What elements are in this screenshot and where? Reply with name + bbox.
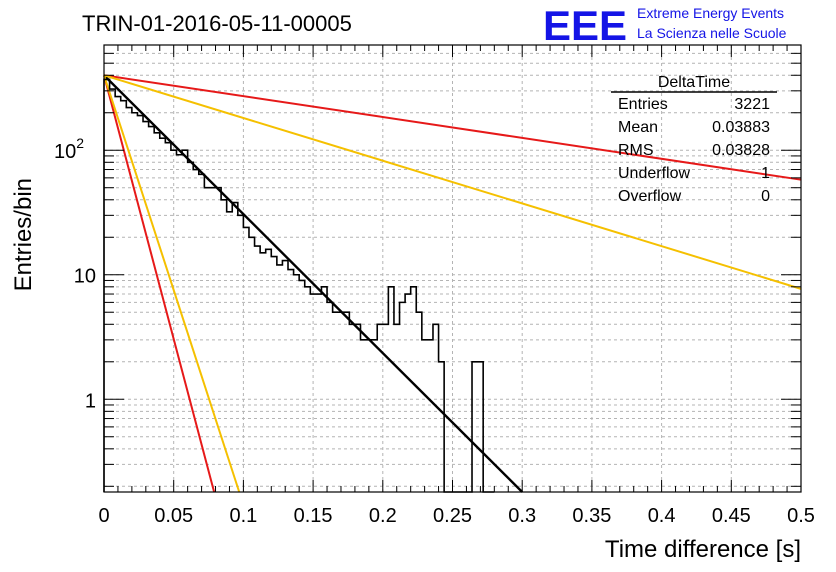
histogram	[103, 78, 495, 493]
axis-ticks	[103, 44, 802, 492]
y-tick-labels: 1 10 102	[54, 135, 96, 412]
stats-label: Entries	[618, 96, 668, 113]
y-axis-title: Entries/bin	[10, 178, 37, 291]
y-tick-label: 1	[85, 390, 96, 412]
x-tick-labels: 0 0.05 0.1 0.15 0.2 0.25 0.3 0.35 0.4 0.45 0.5	[98, 505, 814, 527]
y-tick-label: 102	[54, 135, 84, 163]
fit-curve	[103, 74, 802, 181]
stats-box: DeltaTime Entries 3221 Mean 0.03883 RMS 0.038…	[611, 74, 777, 205]
x-tick-label: 0.1	[229, 505, 257, 527]
histogram-line	[103, 78, 495, 493]
x-tick-label: 0.35	[572, 505, 611, 527]
grid	[104, 44, 801, 492]
fit-curve	[103, 74, 802, 290]
stats-label: RMS	[618, 142, 654, 159]
stats-value: 1	[761, 165, 770, 182]
x-axis-title: Time difference [s]	[605, 536, 801, 563]
stats-value: 0.03828	[712, 142, 770, 159]
x-tick-label: 0.45	[712, 505, 751, 527]
stats-label: Mean	[618, 119, 658, 136]
fit-curves	[103, 74, 802, 493]
fit-curve	[103, 74, 524, 493]
stats-value: 0	[761, 188, 770, 205]
org-line-1: Extreme Energy Events	[637, 5, 784, 21]
x-tick-label: 0	[98, 505, 109, 527]
x-tick-label: 0.2	[369, 505, 397, 527]
chart-title: TRIN-01-2016-05-11-00005	[82, 11, 352, 36]
stats-label: Overflow	[618, 188, 682, 205]
stats-rows: Entries 3221 Mean 0.03883 RMS 0.03828 Underflo…	[618, 96, 770, 205]
org-line-2: La Scienza nelle Scuole	[637, 25, 787, 41]
x-tick-label: 0.25	[433, 505, 472, 527]
stats-value: 3221	[734, 96, 770, 113]
x-tick-label: 0.3	[508, 505, 536, 527]
eee-logo: EEE	[543, 2, 627, 49]
x-tick-label: 0.05	[154, 505, 193, 527]
stats-title: DeltaTime	[658, 74, 730, 91]
stats-value: 0.03883	[712, 119, 770, 136]
fit-curve	[103, 75, 216, 493]
y-tick-label: 10	[74, 266, 96, 288]
x-tick-label: 0.4	[648, 505, 676, 527]
x-tick-label: 0.5	[787, 505, 815, 527]
y-tick-exponent: 2	[76, 135, 84, 151]
fit-curve	[103, 74, 241, 493]
x-tick-label: 0.15	[294, 505, 333, 527]
stats-label: Underflow	[618, 165, 690, 182]
